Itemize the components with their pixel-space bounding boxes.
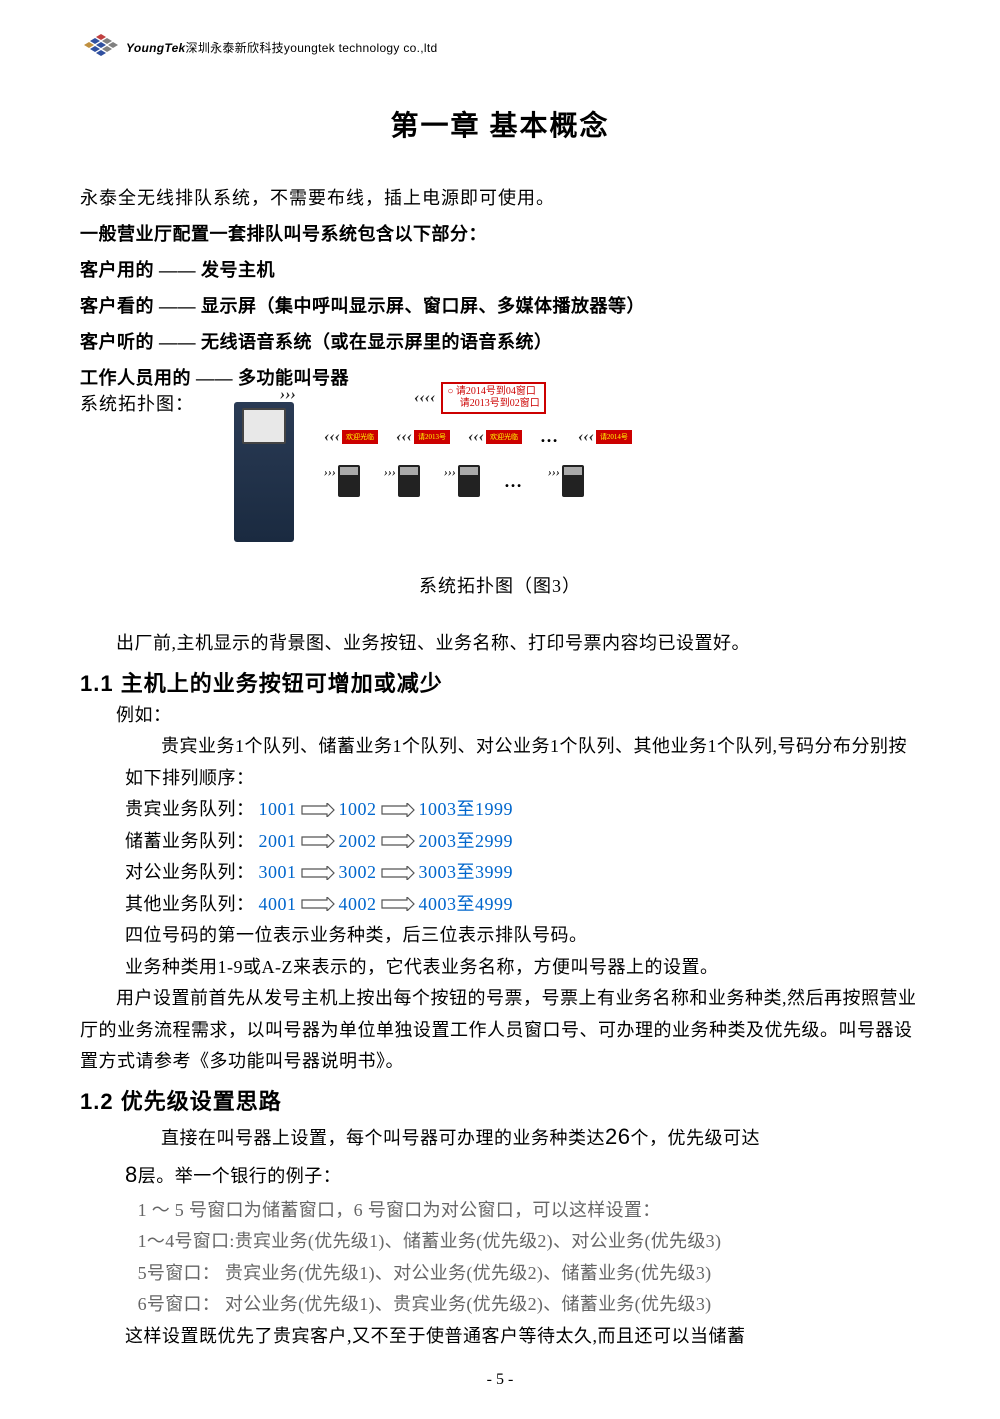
pi-1: 直接在叫号器上设置，每个叫号器可办理的业务种类达 [161, 1128, 605, 1148]
queue-num-a: 4001 [259, 889, 297, 921]
queue-num-c: 1003至1999 [419, 794, 514, 826]
arrow-icon [381, 834, 415, 848]
big-display: ‹‹‹‹ ○ 请2014号到04窗口 请2013号到02窗口 [414, 382, 632, 414]
section-1-2-heading: 1.2 优先级设置思路 [80, 1084, 920, 1116]
arrow-icon [381, 897, 415, 911]
config-line-3: 客户听的 —— 无线语音系统（或在显示屏里的语音系统） [80, 324, 920, 360]
pi-3: 层。举一个银行的例子： [138, 1166, 342, 1186]
intro-line: 永泰全无线排队系统，不需要布线，插上电源即可使用。 [80, 180, 920, 216]
dots: … [504, 471, 524, 492]
factory-note: 出厂前,主机显示的背景图、业务按钮、业务名称、打印号票内容均已设置好。 [80, 628, 920, 660]
queue-line: 储蓄业务队列：2001 2002 2003至2999 [80, 826, 920, 858]
priority-ex-0: 1 ～ 5 号窗口为储蓄窗口，6 号窗口为对公窗口，可以这样设置： [80, 1195, 920, 1227]
callers-row: ››› ››› ››› … ››› [324, 465, 632, 497]
arrow-icon [381, 866, 415, 880]
topology-section: 系统拓扑图： ››› ‹‹‹‹ ○ 请2014号到04窗口 请2013号到02窗… [80, 382, 920, 542]
digit-note: 四位号码的第一位表示业务种类，后三位表示排队号码。 [80, 920, 920, 952]
caller-device-icon [338, 465, 360, 497]
small-display-2: 欢迎光临 [486, 430, 522, 444]
arrow-icon [301, 834, 335, 848]
small-display-3: 请2014号 [596, 430, 632, 444]
priority-ex-3: 6号窗口： 对公业务(优先级1)、贵宾业务(优先级2)、储蓄业务(优先级3) [80, 1289, 920, 1321]
wave-icon: ››› [324, 465, 336, 480]
queue-line: 对公业务队列：3001 3002 3003至3999 [80, 857, 920, 889]
priority-conclusion: 这样设置既优先了贵宾客户,又不至于使普通客户等待太久,而且还可以当储蓄 [80, 1321, 920, 1353]
queue-label: 储蓄业务队列： [125, 826, 255, 858]
topology-figure: ››› ‹‹‹‹ ○ 请2014号到04窗口 请2013号到02窗口 ‹‹‹欢迎… [234, 382, 632, 542]
caller-device-icon [398, 465, 420, 497]
queue-num-a: 3001 [259, 857, 297, 889]
wave-icon: ‹‹‹ [578, 428, 594, 446]
example-label: 例如： [80, 700, 920, 732]
queue-num-b: 4002 [339, 889, 377, 921]
num-26: 26 [605, 1124, 630, 1149]
brand-italic: YoungTek [126, 41, 186, 55]
user-setup: 用户设置前首先从发号主机上按出每个按钮的号票，号票上有业务名称和业务种类,然后再… [80, 983, 920, 1078]
queue-line: 贵宾业务队列：1001 1002 1003至1999 [80, 794, 920, 826]
arrow-icon [301, 866, 335, 880]
wave-icon: ‹‹‹ [396, 428, 412, 446]
queue-num-a: 1001 [259, 794, 297, 826]
queue-num-b: 1002 [339, 794, 377, 826]
queue-label: 贵宾业务队列： [125, 794, 255, 826]
dots: … [540, 426, 560, 447]
priority-intro: 直接在叫号器上设置，每个叫号器可办理的业务种类达26个，优先级可达 [80, 1118, 920, 1157]
queue-num-c: 4003至4999 [419, 889, 514, 921]
num-8: 8 [125, 1162, 138, 1187]
example-intro: 贵宾业务1个队列、储蓄业务1个队列、对公业务1个队列、其他业务1个队列,号码分布… [80, 731, 920, 794]
queue-label: 其他业务队列： [125, 889, 255, 921]
wave-icon: ››› [444, 465, 456, 480]
small-displays-row: ‹‹‹欢迎光临 ‹‹‹请2013号 ‹‹‹欢迎光临 … ‹‹‹请2014号 [324, 426, 632, 447]
figure-caption: 系统拓扑图（图3） [80, 572, 920, 598]
queue-num-b: 2002 [339, 826, 377, 858]
config-line-1: 客户用的 —— 发号主机 [80, 252, 920, 288]
queue-num-c: 2003至2999 [419, 826, 514, 858]
wave-icon: ››› [548, 465, 560, 480]
queue-num-a: 2001 [259, 826, 297, 858]
config-line-0: 一般营业厅配置一套排队叫号系统包含以下部分： [80, 216, 920, 252]
queue-line: 其他业务队列：4001 4002 4003至4999 [80, 889, 920, 921]
brand-text: YoungTek深圳永泰新欣科技youngtek technology co.,… [126, 39, 437, 56]
section-1-1-heading: 1.1 主机上的业务按钮可增加或减少 [80, 666, 920, 698]
queue-num-b: 3002 [339, 857, 377, 889]
topo-label: 系统拓扑图： [80, 390, 194, 416]
wave-icon: ‹‹‹ [324, 428, 340, 446]
priority-ex-2: 5号窗口： 贵宾业务(优先级1)、对公业务(优先级2)、储蓄业务(优先级3) [80, 1258, 920, 1290]
queue-label: 对公业务队列： [125, 857, 255, 889]
pi-2: 个，优先级可达 [630, 1128, 760, 1148]
big-display-line1: ○ 请2014号到04窗口 [447, 386, 540, 398]
queue-num-c: 3003至3999 [419, 857, 514, 889]
priority-intro-cont: 8层。举一个银行的例子： [80, 1156, 920, 1195]
small-display-0: 欢迎光临 [342, 430, 378, 444]
big-display-line2: 请2013号到02窗口 [447, 398, 540, 410]
youngtek-logo-icon [80, 30, 122, 64]
priority-ex-1: 1～4号窗口:贵宾业务(优先级1)、储蓄业务(优先级2)、对公业务(优先级3) [80, 1226, 920, 1258]
wave-icon: ‹‹‹ [468, 428, 484, 446]
arrow-icon [381, 803, 415, 817]
brand-cn: 深圳永泰新欣科技youngtek technology co.,ltd [186, 41, 438, 55]
type-note: 业务种类用1-9或A-Z来表示的，它代表业务名称，方便叫号器上的设置。 [80, 952, 920, 984]
wave-icon: ››› [384, 465, 396, 480]
small-display-1: 请2013号 [414, 430, 450, 444]
caller-device-icon [458, 465, 480, 497]
caller-device-icon [562, 465, 584, 497]
page-number: - 5 - [0, 1371, 1000, 1389]
config-line-2: 客户看的 —— 显示屏（集中呼叫显示屏、窗口屏、多媒体播放器等） [80, 288, 920, 324]
wave-icon: ‹‹‹‹ [414, 389, 435, 407]
arrow-icon [301, 897, 335, 911]
document-header: YoungTek深圳永泰新欣科技youngtek technology co.,… [80, 30, 920, 64]
chapter-title: 第一章 基本概念 [80, 104, 920, 144]
arrow-icon [301, 803, 335, 817]
kiosk-icon [234, 402, 294, 542]
